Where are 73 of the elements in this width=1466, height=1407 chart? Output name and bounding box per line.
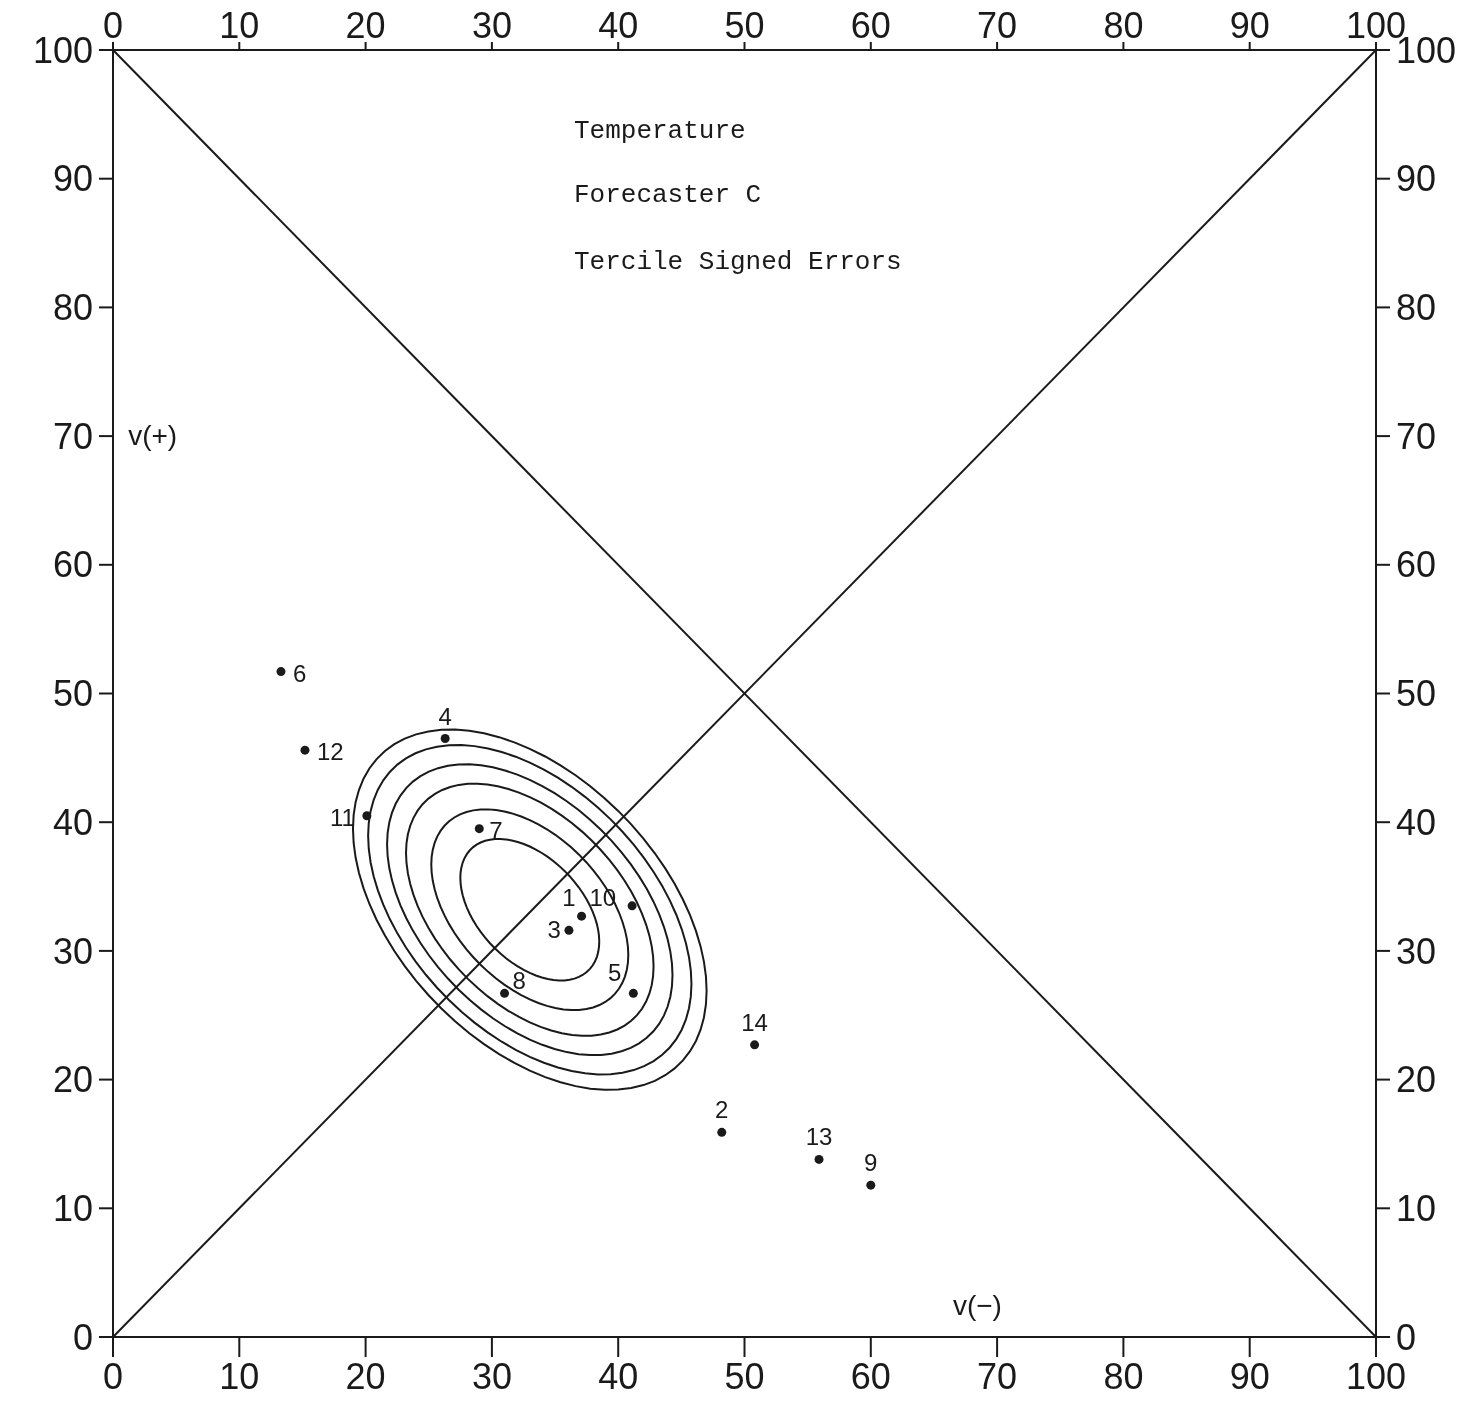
point <box>577 911 587 921</box>
annotation: 13 <box>805 1123 833 1151</box>
point <box>627 901 637 911</box>
y2-tick-label: 70 <box>1396 415 1437 457</box>
y-axis-title: v(+) <box>128 420 178 452</box>
y-tick-label: 40 <box>52 801 93 843</box>
y2-tick-label: 0 <box>1396 1316 1417 1358</box>
point <box>564 925 574 935</box>
y-tick-label: 10 <box>52 1187 93 1229</box>
annotation: 12 <box>316 738 344 766</box>
x2-tick-label: 100 <box>1345 1356 1407 1397</box>
point <box>628 988 638 998</box>
annotation: 4 <box>438 702 452 730</box>
point <box>866 1180 876 1190</box>
y2-tick-label: 60 <box>1396 544 1437 586</box>
point <box>474 824 484 834</box>
y-tick-label: 20 <box>52 1059 93 1101</box>
x2-tick-label: 30 <box>471 1356 512 1397</box>
x-axis-title: v(−) <box>952 1290 1002 1322</box>
x-tick-label: 10 <box>219 5 260 46</box>
x2-tick-label: 40 <box>598 1356 639 1397</box>
point <box>814 1154 824 1164</box>
x-tick-label: 20 <box>345 5 386 46</box>
y2-tick-label: 40 <box>1396 801 1437 843</box>
y-tick-label: 60 <box>52 544 93 586</box>
annotation: Tercile Signed Errors <box>573 246 902 277</box>
annotation: 5 <box>608 959 622 987</box>
x-tick-label: 0 <box>102 5 124 46</box>
x-tick-label: 50 <box>724 5 765 46</box>
annotation: 14 <box>741 1008 768 1036</box>
x-tick-label: 70 <box>977 5 1018 46</box>
y-tick-label: 90 <box>52 158 93 200</box>
x2-tick-label: 20 <box>345 1356 386 1397</box>
point <box>276 667 286 677</box>
x2-tick-label: 60 <box>850 1356 891 1397</box>
x2-tick-label: 50 <box>724 1356 765 1397</box>
point <box>750 1040 760 1050</box>
annotation: 8 <box>512 967 526 995</box>
annotation: 3 <box>547 916 561 944</box>
point <box>362 811 372 821</box>
annotation: 1 <box>562 884 576 912</box>
annotation: 2 <box>715 1096 729 1124</box>
annotation: 7 <box>489 816 503 844</box>
x2-tick-label: 80 <box>1103 1356 1144 1397</box>
point <box>300 745 310 755</box>
text: Forecaster C <box>573 179 762 210</box>
y-tick-label: 30 <box>52 930 93 972</box>
x-tick-label: 80 <box>1103 5 1144 46</box>
x2-tick-label: 90 <box>1229 1356 1270 1397</box>
text: Temperature <box>573 115 746 146</box>
y2-tick-label: 20 <box>1396 1059 1437 1101</box>
annotation: 6 <box>292 659 307 687</box>
y-tick-label: 50 <box>52 673 93 715</box>
annotation: 11 <box>329 803 355 831</box>
y2-tick-label: 50 <box>1396 673 1437 715</box>
y-tick-label: 80 <box>52 287 93 328</box>
x-tick-label: 40 <box>598 5 639 46</box>
point <box>440 734 450 744</box>
y2-tick-label: 30 <box>1396 930 1437 972</box>
y-tick-label: 70 <box>52 415 93 457</box>
point <box>717 1127 727 1137</box>
y-tick-label: 0 <box>72 1316 93 1358</box>
x-tick-label: 90 <box>1229 5 1270 46</box>
point <box>500 988 510 998</box>
x2-tick-label: 0 <box>102 1356 124 1397</box>
x2-tick-label: 70 <box>977 1356 1018 1397</box>
y2-tick-label: 10 <box>1396 1187 1437 1229</box>
x-tick-label: 60 <box>850 5 891 46</box>
y2-tick-label: 80 <box>1396 287 1437 328</box>
x-tick-label: 30 <box>471 5 512 46</box>
annotation: 9 <box>864 1149 878 1177</box>
x2-tick-label: 10 <box>219 1356 260 1397</box>
y2-tick-label: 90 <box>1396 158 1437 200</box>
